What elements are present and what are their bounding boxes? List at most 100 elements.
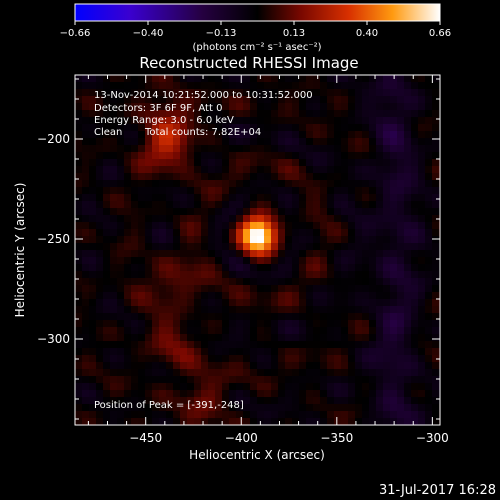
heatmap-cell [187, 327, 195, 335]
heatmap-cell [341, 110, 349, 118]
heatmap-cell [355, 229, 363, 237]
heatmap-cell [348, 159, 356, 167]
heatmap-cell [187, 418, 195, 425]
heatmap-cell [243, 271, 251, 279]
heatmap-cell [348, 117, 356, 125]
heatmap-cell [313, 89, 321, 97]
heatmap-cell [320, 145, 328, 153]
heatmap-cell [243, 327, 251, 335]
heatmap-cell [75, 285, 83, 293]
heatmap-cell [89, 117, 97, 125]
heatmap-cell [383, 299, 391, 307]
heatmap-cell [271, 159, 279, 167]
heatmap-cell [432, 376, 440, 384]
heatmap-cell [250, 166, 258, 174]
heatmap-cell [173, 166, 181, 174]
heatmap-cell [187, 173, 195, 181]
heatmap-cell [110, 341, 118, 349]
heatmap-cell [215, 250, 223, 258]
heatmap-cell [320, 124, 328, 132]
heatmap-cell [411, 250, 419, 258]
heatmap-cell [250, 271, 258, 279]
heatmap-cell [404, 362, 412, 370]
heatmap-cell [201, 236, 209, 244]
heatmap-cell [383, 327, 391, 335]
heatmap-cell [82, 145, 90, 153]
heatmap-cell [327, 222, 335, 230]
heatmap-cell [75, 257, 83, 265]
heatmap-image [75, 75, 440, 425]
heatmap-cell [306, 362, 314, 370]
heatmap-cell [180, 404, 188, 412]
heatmap-cell [271, 96, 279, 104]
heatmap-cell [327, 201, 335, 209]
heatmap-cell [201, 138, 209, 146]
heatmap-cell [187, 278, 195, 286]
heatmap-cell [313, 124, 321, 132]
heatmap-cell [432, 390, 440, 398]
heatmap-cell [208, 418, 216, 425]
heatmap-cell [278, 390, 286, 398]
heatmap-cell [180, 320, 188, 328]
heatmap-cell [180, 362, 188, 370]
x-tick-label: −300 [416, 431, 449, 445]
heatmap-cell [208, 201, 216, 209]
heatmap-cell [376, 243, 384, 251]
heatmap-cell [110, 292, 118, 300]
heatmap-cell [75, 201, 83, 209]
heatmap-cell [250, 173, 258, 181]
heatmap-cell [180, 411, 188, 419]
heatmap-cell [201, 390, 209, 398]
heatmap-cell [215, 313, 223, 321]
heatmap-cell [75, 173, 83, 181]
heatmap-cell [110, 173, 118, 181]
heatmap-cell [166, 411, 174, 419]
heatmap-cell [278, 285, 286, 293]
heatmap-cell [383, 201, 391, 209]
heatmap-cell [222, 124, 230, 132]
heatmap-cell [418, 96, 426, 104]
heatmap-cell [383, 166, 391, 174]
heatmap-cell [292, 208, 300, 216]
heatmap-cell [82, 376, 90, 384]
heatmap-cell [313, 236, 321, 244]
heatmap-cell [271, 173, 279, 181]
heatmap-cell [313, 306, 321, 314]
heatmap-cell [278, 313, 286, 321]
heatmap-cell [306, 355, 314, 363]
heatmap-cell [334, 103, 342, 111]
heatmap-cell [376, 89, 384, 97]
heatmap-cell [348, 222, 356, 230]
heatmap-cell [75, 145, 83, 153]
heatmap-cell [348, 348, 356, 356]
heatmap-cell [425, 292, 433, 300]
heatmap-cell [138, 299, 146, 307]
heatmap-cell [110, 82, 118, 90]
heatmap-cell [117, 334, 125, 342]
heatmap-cell [292, 243, 300, 251]
heatmap-cell [327, 89, 335, 97]
heatmap-cell [243, 236, 251, 244]
heatmap-cell [75, 348, 83, 356]
heatmap-cell [159, 369, 167, 377]
heatmap-cell [411, 243, 419, 251]
heatmap-cell [145, 404, 153, 412]
heatmap-cell [75, 418, 83, 425]
heatmap-cell [243, 110, 251, 118]
heatmap-cell [215, 257, 223, 265]
heatmap-cell [362, 229, 370, 237]
heatmap-cell [82, 285, 90, 293]
heatmap-cell [145, 215, 153, 223]
heatmap-cell [89, 306, 97, 314]
heatmap-cell [82, 355, 90, 363]
heatmap-cell [425, 82, 433, 90]
heatmap-cell [117, 124, 125, 132]
heatmap-cell [292, 348, 300, 356]
heatmap-cell [103, 96, 111, 104]
heatmap-cell [138, 383, 146, 391]
heatmap-cell [103, 236, 111, 244]
heatmap-cell [362, 117, 370, 125]
heatmap-cell [376, 145, 384, 153]
heatmap-cell [383, 397, 391, 405]
heatmap-cell [194, 117, 202, 125]
